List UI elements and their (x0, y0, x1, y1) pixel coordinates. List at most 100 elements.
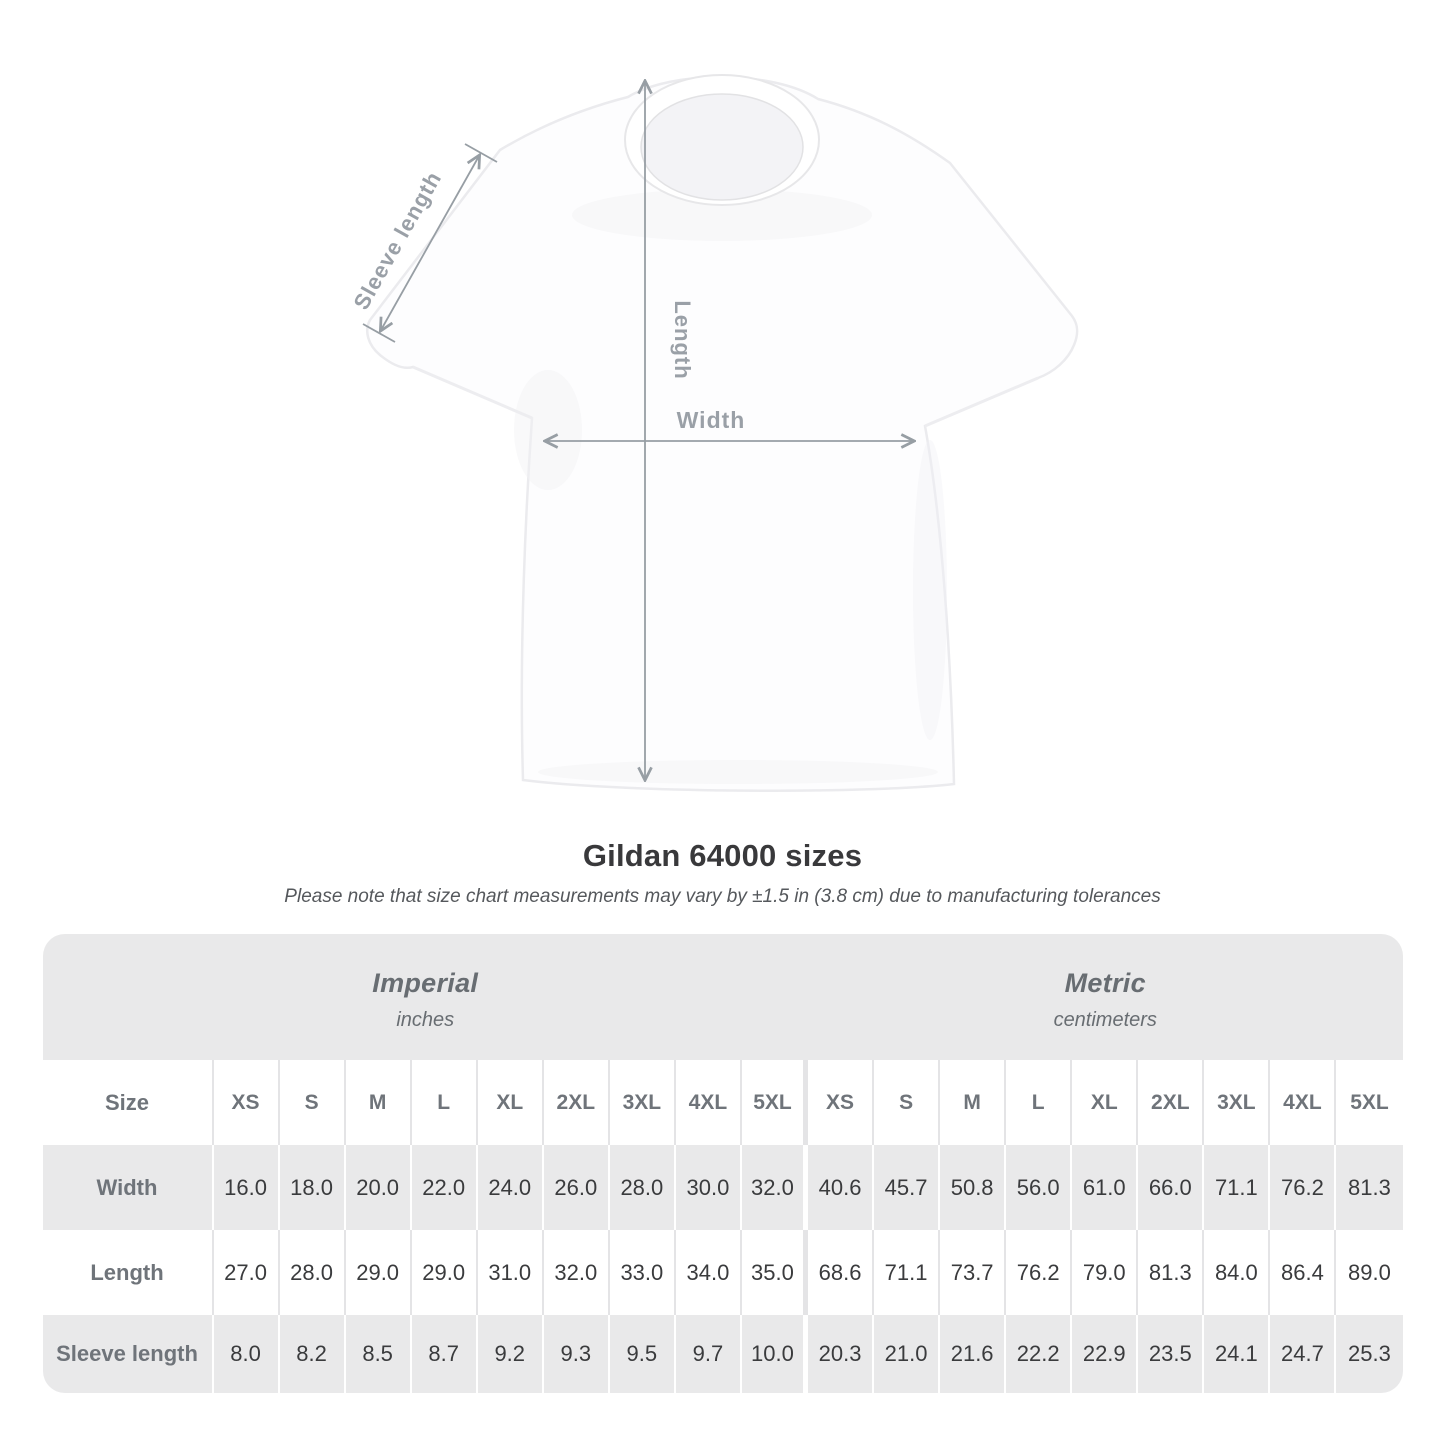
size-column-header: S (280, 1060, 346, 1145)
value-cell-length: 71.1 (874, 1230, 941, 1315)
size-column-header: S (874, 1060, 941, 1145)
imperial-unit: inches (396, 1009, 455, 1031)
shading-left-armpit (514, 370, 582, 490)
metric-label: Metric (1064, 968, 1146, 998)
shading-hem (538, 760, 938, 784)
value-cell-sleeve-length: 22.9 (1072, 1315, 1139, 1393)
value-cell-width: 16.0 (214, 1145, 280, 1230)
value-cell-sleeve-length: 21.0 (874, 1315, 941, 1393)
row-1: Length 27.0 28.0 29.0 29.0 31.0 32.0 33.0 34.0 3… (42, 1230, 1403, 1315)
value-cell-width: 40.6 (808, 1145, 875, 1230)
size-column-header: 2XL (544, 1060, 610, 1145)
size-column-header: L (412, 1060, 478, 1145)
value-cell-length: 35.0 (742, 1230, 808, 1315)
value-cell-length: 34.0 (676, 1230, 742, 1315)
row-2: Sleeve length 8.0 8.2 8.5 8.7 9.2 9.3 9.5 9.7 10… (42, 1315, 1403, 1393)
value-cell-sleeve-length: 9.5 (610, 1315, 676, 1393)
sleeve-arrow-tick-bottom (362, 323, 396, 343)
value-cell-width: 45.7 (874, 1145, 941, 1230)
value-cell-sleeve-length: 9.2 (478, 1315, 544, 1393)
size-column-header: 5XL (742, 1060, 808, 1145)
value-cell-sleeve-length: 9.7 (676, 1315, 742, 1393)
value-cell-sleeve-length: 8.5 (346, 1315, 412, 1393)
value-cell-width: 28.0 (610, 1145, 676, 1230)
size-header-row: Size XS S M L XL 2XL 3XL 4XL 5XL XS S M L XL 2XL 3XL 4XL… (42, 1060, 1403, 1145)
size-column-header: M (346, 1060, 412, 1145)
value-cell-width: 24.0 (478, 1145, 544, 1230)
value-cell-width: 26.0 (544, 1145, 610, 1230)
title-block: Gildan 64000 sizes Please note that size… (0, 838, 1445, 908)
value-cell-width: 18.0 (280, 1145, 346, 1230)
value-cell-width: 61.0 (1072, 1145, 1139, 1230)
tshirt-graphic: Sleeve length Length Width (348, 74, 1079, 792)
value-cell-width: 50.8 (940, 1145, 1007, 1230)
value-cell-width: 56.0 (1006, 1145, 1073, 1230)
size-column-header: 3XL (610, 1060, 676, 1145)
imperial-label: Imperial (372, 968, 479, 998)
value-cell-width: 22.0 (412, 1145, 478, 1230)
value-cell-sleeve-length: 9.3 (544, 1315, 610, 1393)
value-cell-length: 86.4 (1270, 1230, 1337, 1315)
value-cell-length: 28.0 (280, 1230, 346, 1315)
unit-header-row: Imperial inches Metric centimeters (42, 934, 1403, 1060)
width-label: Width (677, 407, 746, 433)
imperial-header: Imperial inches (43, 934, 809, 1060)
row-0: Width 16.0 18.0 20.0 22.0 24.0 26.0 28.0 30.0 32… (42, 1145, 1403, 1230)
value-cell-length: 27.0 (214, 1230, 280, 1315)
value-cell-width: 71.1 (1204, 1145, 1271, 1230)
value-cell-length: 79.0 (1072, 1230, 1139, 1315)
row-label-length: Length (43, 1230, 214, 1315)
value-cell-width: 76.2 (1270, 1145, 1337, 1230)
size-column-header: 4XL (676, 1060, 742, 1145)
value-cell-width: 20.0 (346, 1145, 412, 1230)
size-column-header: 3XL (1204, 1060, 1271, 1145)
sleeve-arrow (381, 156, 479, 330)
page-title: Gildan 64000 sizes (582, 838, 863, 873)
value-cell-length: 73.7 (940, 1230, 1007, 1315)
value-cell-length: 89.0 (1348, 1259, 1391, 1285)
shading-right-side (913, 440, 947, 740)
value-cell-length: 29.0 (412, 1230, 478, 1315)
size-column-header: 2XL (1138, 1060, 1205, 1145)
size-table: Imperial inches Metric centimeters Size … (42, 934, 1403, 1393)
value-cell-length: 33.0 (610, 1230, 676, 1315)
shading-right-sleeve-edge (924, 376, 1039, 428)
size-corner-label: Size (43, 1060, 214, 1145)
value-cell-length: 84.0 (1204, 1230, 1271, 1315)
value-cell-sleeve-length: 8.7 (412, 1315, 478, 1393)
tshirt-measurement-diagram: Sleeve length Length Width (348, 74, 1079, 792)
value-cell-length: 32.0 (544, 1230, 610, 1315)
length-label: Length (670, 300, 695, 379)
value-cell-sleeve-length: 21.6 (940, 1315, 1007, 1393)
size-column-header: XS (214, 1060, 280, 1145)
value-cell-sleeve-length: 8.2 (280, 1315, 346, 1393)
value-cell-length: 29.0 (346, 1230, 412, 1315)
row-label-width: Width (43, 1145, 214, 1230)
value-cell-width: 66.0 (1138, 1145, 1205, 1230)
value-cell-length: 68.6 (808, 1230, 875, 1315)
size-column-header: XL (478, 1060, 544, 1145)
value-cell-sleeve-length: 24.7 (1270, 1315, 1337, 1393)
shading-left-sleeve-edge (412, 365, 533, 420)
size-column-header: M (940, 1060, 1007, 1145)
value-cell-sleeve-length: 8.0 (214, 1315, 280, 1393)
value-cell-length: 81.3 (1138, 1230, 1205, 1315)
size-column-header: L (1006, 1060, 1073, 1145)
size-column-header: XS (808, 1060, 875, 1145)
metric-header: Metric centimeters (808, 934, 1403, 1060)
sleeve-arrow-tick-top (464, 143, 498, 163)
size-column-header: 5XL (1350, 1090, 1389, 1114)
value-cell-length: 76.2 (1006, 1230, 1073, 1315)
value-cell-length: 31.0 (478, 1230, 544, 1315)
value-cell-width: 81.3 (1348, 1174, 1391, 1200)
value-cell-sleeve-length: 24.1 (1204, 1315, 1271, 1393)
value-cell-width: 32.0 (742, 1145, 808, 1230)
collar-inner (640, 93, 804, 201)
value-cell-sleeve-length: 23.5 (1138, 1315, 1205, 1393)
metric-unit: centimeters (1053, 1009, 1157, 1031)
tolerance-note: Please note that size chart measurements… (284, 886, 1161, 907)
value-cell-sleeve-length: 20.3 (808, 1315, 875, 1393)
value-cell-sleeve-length: 10.0 (742, 1315, 808, 1393)
row-label-sleeve-length: Sleeve length (43, 1315, 214, 1393)
